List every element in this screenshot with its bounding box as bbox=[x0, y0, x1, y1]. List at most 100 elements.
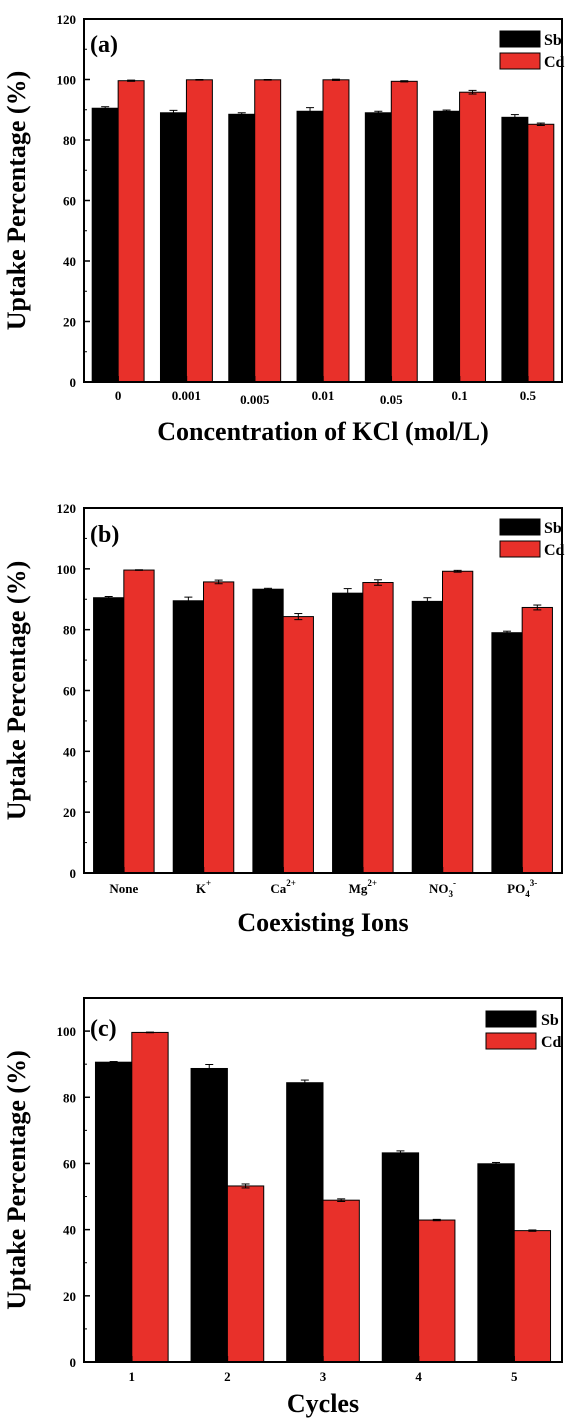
legend-swatch-cd bbox=[499, 540, 541, 558]
bar-cd bbox=[362, 582, 394, 874]
y-tick-label: 60 bbox=[63, 684, 76, 699]
bar-sb bbox=[93, 597, 125, 874]
y-tick-label: 40 bbox=[63, 744, 76, 759]
bar-cd bbox=[390, 80, 418, 383]
bar-cd bbox=[322, 79, 350, 383]
bar-sb bbox=[252, 588, 284, 874]
y-tick-label: 100 bbox=[57, 73, 77, 88]
x-tick-label: 0.05 bbox=[380, 392, 403, 407]
panel-label: (c) bbox=[90, 1016, 117, 1042]
x-tick-label: 0.001 bbox=[172, 388, 201, 403]
legend-label-sb: Sb bbox=[544, 32, 562, 49]
x-tick-label: 1 bbox=[129, 1369, 136, 1384]
legend-swatch-sb bbox=[499, 518, 541, 536]
x-tick-label: 0 bbox=[115, 388, 122, 403]
bar-cd bbox=[322, 1199, 360, 1363]
x-axis-label: Coexisting Ions bbox=[237, 908, 408, 937]
bar-sb bbox=[381, 1152, 420, 1363]
x-axis-label: Concentration of KCl (mol/L) bbox=[157, 417, 488, 446]
y-tick-label: 80 bbox=[63, 623, 76, 638]
bar-sb bbox=[433, 110, 461, 383]
legend-swatch-sb bbox=[485, 1010, 537, 1028]
x-tick-label: K+ bbox=[196, 878, 211, 896]
panel-label: (a) bbox=[90, 32, 118, 58]
bar-cd bbox=[117, 80, 145, 383]
bar-sb bbox=[172, 600, 205, 874]
legend-label-cd: Cd bbox=[544, 54, 565, 71]
chart-panel-2: 0 20 40 60 80 100 120 None K+ Ca2+ Mg2+ NO3- PO43- Co… bbox=[2, 501, 565, 937]
bar-sb bbox=[296, 110, 324, 383]
bar-cd bbox=[513, 1230, 552, 1363]
x-tick-label: 3 bbox=[320, 1369, 327, 1384]
legend-swatch-cd bbox=[499, 52, 541, 70]
bar-cd bbox=[131, 1031, 169, 1363]
legend-swatch-cd bbox=[485, 1032, 537, 1050]
y-tick-label: 20 bbox=[63, 315, 76, 330]
y-tick-label: 0 bbox=[70, 375, 77, 390]
bar-cd bbox=[527, 123, 555, 383]
x-tick-label: 5 bbox=[511, 1369, 518, 1384]
y-tick-label: 120 bbox=[57, 12, 77, 27]
y-tick-label: 20 bbox=[63, 1289, 76, 1304]
bar-sb bbox=[411, 600, 443, 874]
bar-sb bbox=[501, 116, 529, 383]
bar-sb bbox=[491, 632, 523, 874]
x-tick-label: Ca2+ bbox=[270, 878, 296, 896]
legend-swatch-sb bbox=[499, 30, 541, 48]
x-tick-label: 0.01 bbox=[312, 388, 335, 403]
x-tick-label: 0.1 bbox=[451, 388, 467, 403]
bar-cd bbox=[459, 91, 487, 383]
chart-panel-1: 0 20 40 60 80 100 120 0 0.001 0.005 0.01 0.05 0.1 0.5… bbox=[2, 12, 565, 446]
y-tick-label: 20 bbox=[63, 805, 76, 820]
bar-cd bbox=[442, 570, 474, 874]
y-tick-label: 40 bbox=[63, 1223, 76, 1238]
bar-cd bbox=[203, 581, 235, 874]
x-tick-label: 4 bbox=[415, 1369, 422, 1384]
bar-cd bbox=[185, 79, 213, 383]
y-tick-label: 60 bbox=[63, 1156, 76, 1171]
y-tick-label: 60 bbox=[63, 194, 76, 209]
y-tick-label: 100 bbox=[57, 1024, 77, 1039]
y-tick-label: 80 bbox=[63, 1090, 76, 1105]
y-tick-label: 80 bbox=[63, 133, 76, 148]
x-axis-label: Cycles bbox=[287, 1389, 359, 1418]
bar-cd bbox=[521, 606, 553, 874]
x-tick-label: 0.5 bbox=[520, 388, 537, 403]
bar-cd bbox=[226, 1185, 265, 1363]
legend-label-sb: Sb bbox=[541, 1012, 559, 1029]
bar-sb bbox=[228, 113, 256, 383]
bar-cd bbox=[123, 569, 155, 874]
x-tick-label: PO43- bbox=[507, 878, 537, 899]
bar-sb bbox=[190, 1067, 228, 1363]
bar-sb bbox=[286, 1082, 324, 1363]
bar-sb bbox=[332, 592, 364, 874]
y-tick-label: 120 bbox=[57, 501, 77, 516]
x-tick-label: 0.005 bbox=[240, 392, 270, 407]
bar-sb bbox=[159, 112, 187, 383]
legend-label-cd: Cd bbox=[541, 1034, 562, 1051]
y-axis-label: Uptake Percentage (%) bbox=[2, 71, 31, 330]
bar-sb bbox=[91, 107, 119, 383]
y-tick-label: 0 bbox=[70, 866, 77, 881]
x-tick-label: NO3- bbox=[429, 878, 456, 899]
y-axis-label: Uptake Percentage (%) bbox=[2, 1050, 31, 1309]
x-tick-label: 2 bbox=[224, 1369, 231, 1384]
bar-cd bbox=[282, 616, 314, 874]
x-tick-label: None bbox=[109, 881, 138, 896]
chart-panel-3: 0 20 40 60 80 100 1 2 3 4 5 Cycles Uptake Percentage… bbox=[2, 997, 563, 1418]
bar-cd bbox=[418, 1219, 456, 1363]
y-tick-label: 40 bbox=[63, 254, 76, 269]
bar-sb bbox=[364, 112, 392, 383]
legend-label-sb: Sb bbox=[544, 520, 562, 537]
y-tick-label: 100 bbox=[57, 562, 77, 577]
axis-frame bbox=[83, 507, 563, 874]
x-tick-label: Mg2+ bbox=[349, 878, 377, 896]
panel-label: (b) bbox=[90, 522, 119, 548]
legend-label-cd: Cd bbox=[544, 542, 565, 559]
bar-cd bbox=[254, 79, 282, 383]
bar-sb bbox=[94, 1061, 133, 1363]
y-axis-label: Uptake Percentage (%) bbox=[2, 561, 31, 820]
y-tick-label: 0 bbox=[70, 1355, 77, 1370]
bar-sb bbox=[477, 1163, 515, 1363]
